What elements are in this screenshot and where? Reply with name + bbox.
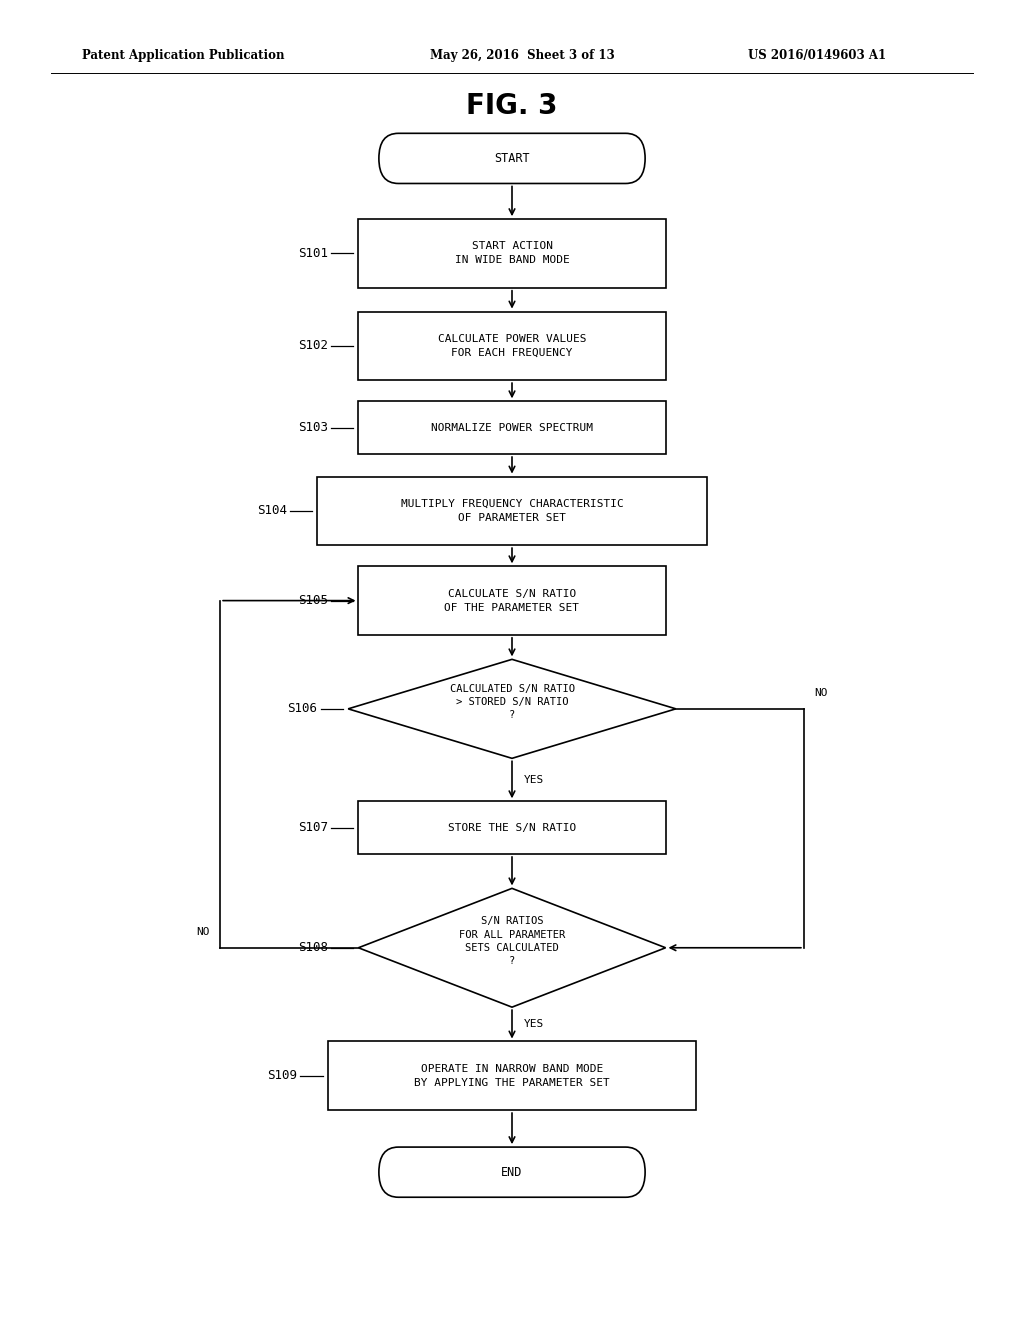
Bar (328, 1041, 696, 1110)
Text: CALCULATE S/N RATIO
OF THE PARAMETER SET: CALCULATE S/N RATIO OF THE PARAMETER SET (444, 589, 580, 612)
Text: CALCULATE POWER VALUES
FOR EACH FREQUENCY: CALCULATE POWER VALUES FOR EACH FREQUENC… (437, 334, 587, 358)
Text: S108: S108 (298, 941, 328, 954)
Text: S/N RATIOS
FOR ALL PARAMETER
SETS CALCULATED
?: S/N RATIOS FOR ALL PARAMETER SETS CALCUL… (459, 916, 565, 966)
Bar (358, 401, 666, 454)
Text: CALCULATED S/N RATIO
> STORED S/N RATIO
?: CALCULATED S/N RATIO > STORED S/N RATIO … (450, 684, 574, 721)
Text: END: END (502, 1166, 522, 1179)
Bar (358, 801, 666, 854)
Text: START ACTION
IN WIDE BAND MODE: START ACTION IN WIDE BAND MODE (455, 242, 569, 265)
Text: S103: S103 (298, 421, 328, 434)
Text: S109: S109 (267, 1069, 297, 1082)
Text: S102: S102 (298, 339, 328, 352)
Bar (317, 477, 707, 545)
FancyBboxPatch shape (379, 133, 645, 183)
Text: NO: NO (814, 688, 827, 698)
Bar (358, 312, 666, 380)
Text: S106: S106 (288, 702, 317, 715)
Text: MULTIPLY FREQUENCY CHARACTERISTIC
OF PARAMETER SET: MULTIPLY FREQUENCY CHARACTERISTIC OF PAR… (400, 499, 624, 523)
FancyBboxPatch shape (379, 1147, 645, 1197)
Text: NORMALIZE POWER SPECTRUM: NORMALIZE POWER SPECTRUM (431, 422, 593, 433)
Text: May 26, 2016  Sheet 3 of 13: May 26, 2016 Sheet 3 of 13 (430, 49, 614, 62)
Text: START: START (495, 152, 529, 165)
Text: US 2016/0149603 A1: US 2016/0149603 A1 (748, 49, 886, 62)
Text: STORE THE S/N RATIO: STORE THE S/N RATIO (447, 822, 577, 833)
Text: Patent Application Publication: Patent Application Publication (82, 49, 285, 62)
Text: S105: S105 (298, 594, 328, 607)
Text: YES: YES (524, 775, 545, 785)
Polygon shape (348, 659, 676, 758)
Text: YES: YES (524, 1019, 545, 1030)
Bar (358, 566, 666, 635)
Text: FIG. 3: FIG. 3 (466, 92, 558, 120)
Bar (358, 219, 666, 288)
Text: S101: S101 (298, 247, 328, 260)
Text: NO: NO (197, 927, 210, 937)
Polygon shape (358, 888, 666, 1007)
Text: OPERATE IN NARROW BAND MODE
BY APPLYING THE PARAMETER SET: OPERATE IN NARROW BAND MODE BY APPLYING … (414, 1064, 610, 1088)
Text: S107: S107 (298, 821, 328, 834)
Text: S104: S104 (257, 504, 287, 517)
